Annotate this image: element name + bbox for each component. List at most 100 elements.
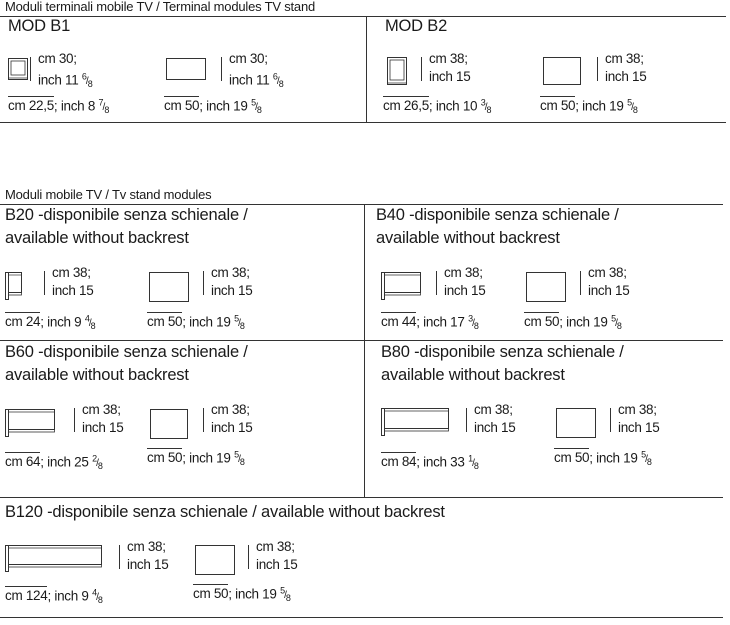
fraction-denominator: 8 <box>473 321 479 332</box>
fraction: 6/8 <box>272 72 284 90</box>
fraction-denominator: 8 <box>239 321 245 332</box>
fraction-denominator: 8 <box>104 105 109 116</box>
width-dimension: cm 22,5; inch 8 7/8 <box>8 94 110 119</box>
width-inch: ; inch 9 <box>47 588 89 604</box>
width-cm: cm 50 <box>554 448 590 466</box>
fraction: 7/8 <box>98 98 110 116</box>
height-dimension-bar <box>248 545 249 569</box>
width-inch: ; inch 33 <box>416 454 465 470</box>
divider <box>0 497 723 498</box>
module-title: B120 -disponibile senza schienale / avai… <box>5 503 445 521</box>
seat-module-icon <box>195 545 235 575</box>
height-inch: inch 15 <box>444 282 486 300</box>
width-inch: ; inch 9 <box>40 314 82 330</box>
fraction-denominator: 8 <box>632 105 638 116</box>
b80-module-icon <box>381 408 449 436</box>
fraction: 3/8 <box>480 98 492 116</box>
height-inch-value: inch 15 <box>82 420 124 435</box>
height-cm: cm 38; <box>52 265 91 280</box>
width-dimension: cm 84; inch 33 1/8 <box>381 450 479 475</box>
height-inch: inch 15 <box>211 419 253 437</box>
height-inch-value: inch 15 <box>605 69 647 84</box>
height-dimension-bar <box>30 57 31 81</box>
fraction-numerator: 5 <box>627 98 632 108</box>
seat-module-icon <box>543 57 581 85</box>
width-inch: ; inch 19 <box>559 314 608 330</box>
module-title: B40 -disponibile senza schienale / <box>376 206 619 224</box>
height-inch-value: inch 15 <box>474 420 516 435</box>
height-cm: cm 38; <box>444 265 483 280</box>
module-title: available without backrest <box>5 366 189 384</box>
width-dimension: cm 26,5; inch 10 3/8 <box>383 94 492 119</box>
fraction-numerator: 1 <box>468 454 473 464</box>
fraction-denominator: 8 <box>473 461 479 472</box>
height-inch: inch 11 6/8 <box>38 68 93 93</box>
fraction-denominator: 8 <box>646 457 652 468</box>
module-title: available without backrest <box>5 229 189 247</box>
section-heading-modules: Moduli mobile TV / Tv stand modules <box>5 187 212 202</box>
width-dimension: cm 64; inch 25 2/8 <box>5 450 103 475</box>
module-title: MOD B1 <box>8 17 71 35</box>
height-dimension-bar <box>74 408 75 432</box>
width-cm: cm 50 <box>193 584 229 602</box>
seat-module-icon <box>556 408 596 438</box>
height-inch-value: inch 15 <box>444 283 486 298</box>
height-dimension-bar <box>610 408 611 432</box>
width-cm: cm 50 <box>540 96 576 114</box>
height-inch: inch 15 <box>52 282 94 300</box>
fraction-numerator: 3 <box>480 98 486 108</box>
fraction: 4/8 <box>92 588 103 606</box>
height-cm: cm 38; <box>588 265 627 280</box>
width-cm: cm 50 <box>164 96 200 114</box>
height-inch-value: inch 15 <box>211 283 253 298</box>
height-inch: inch 15 <box>605 68 647 86</box>
fraction: 1/8 <box>468 454 479 472</box>
divider <box>0 122 726 123</box>
fraction-numerator: 5 <box>251 98 256 108</box>
height-dimension-bar <box>119 545 120 569</box>
section-heading-terminal: Moduli terminali mobile TV / Terminal mo… <box>5 0 316 14</box>
height-inch-value: inch 11 <box>229 72 270 88</box>
fraction-numerator: 6 <box>81 72 87 82</box>
divider <box>0 340 723 341</box>
width-cm: cm 84 <box>381 452 417 470</box>
width-inch: ; inch 19 <box>575 98 624 114</box>
width-dimension: cm 50; inch 19 5/8 <box>147 446 245 471</box>
height-inch: inch 15 <box>474 419 516 437</box>
height-inch: inch 15 <box>429 68 471 86</box>
height-inch-value: inch 15 <box>256 557 298 572</box>
fraction-numerator: 2 <box>92 454 97 464</box>
fraction: 2/8 <box>92 454 103 472</box>
seat-module-icon <box>149 272 189 302</box>
width-dimension: cm 124; inch 9 4/8 <box>5 584 103 609</box>
fraction-denominator: 8 <box>97 595 103 606</box>
width-dimension: cm 50; inch 19 5/8 <box>524 310 622 335</box>
width-inch: ; inch 19 <box>589 450 638 466</box>
divider <box>364 204 365 497</box>
height-cm: cm 38; <box>605 51 644 66</box>
height-cm: cm 38; <box>127 539 166 554</box>
width-dimension: cm 50; inch 19 5/8 <box>554 446 652 471</box>
module-title: MOD B2 <box>385 17 448 35</box>
divider <box>0 16 726 17</box>
height-inch: inch 15 <box>256 556 298 574</box>
height-inch: inch 15 <box>127 556 169 574</box>
width-inch: ; inch 17 <box>416 314 465 330</box>
height-cm: cm 38; <box>256 539 295 554</box>
fraction-numerator: 4 <box>92 588 97 598</box>
fraction: 5/8 <box>280 586 291 604</box>
width-inch: ; inch 25 <box>40 454 89 470</box>
fraction-numerator: 3 <box>468 314 473 324</box>
seat-module-icon <box>526 272 566 302</box>
width-dimension: cm 44; inch 17 3/8 <box>381 310 479 335</box>
height-cm: cm 38; <box>211 265 250 280</box>
fraction: 5/8 <box>251 98 262 116</box>
height-cm: cm 30; <box>38 51 77 66</box>
height-dimension-bar <box>436 271 437 295</box>
width-dimension: cm 50; inch 19 5/8 <box>540 94 638 119</box>
width-cm: cm 24 <box>5 312 41 330</box>
width-inch: ; inch 10 <box>428 98 478 114</box>
height-cm: cm 30; <box>229 51 268 66</box>
terminal-module-icon <box>8 58 28 80</box>
